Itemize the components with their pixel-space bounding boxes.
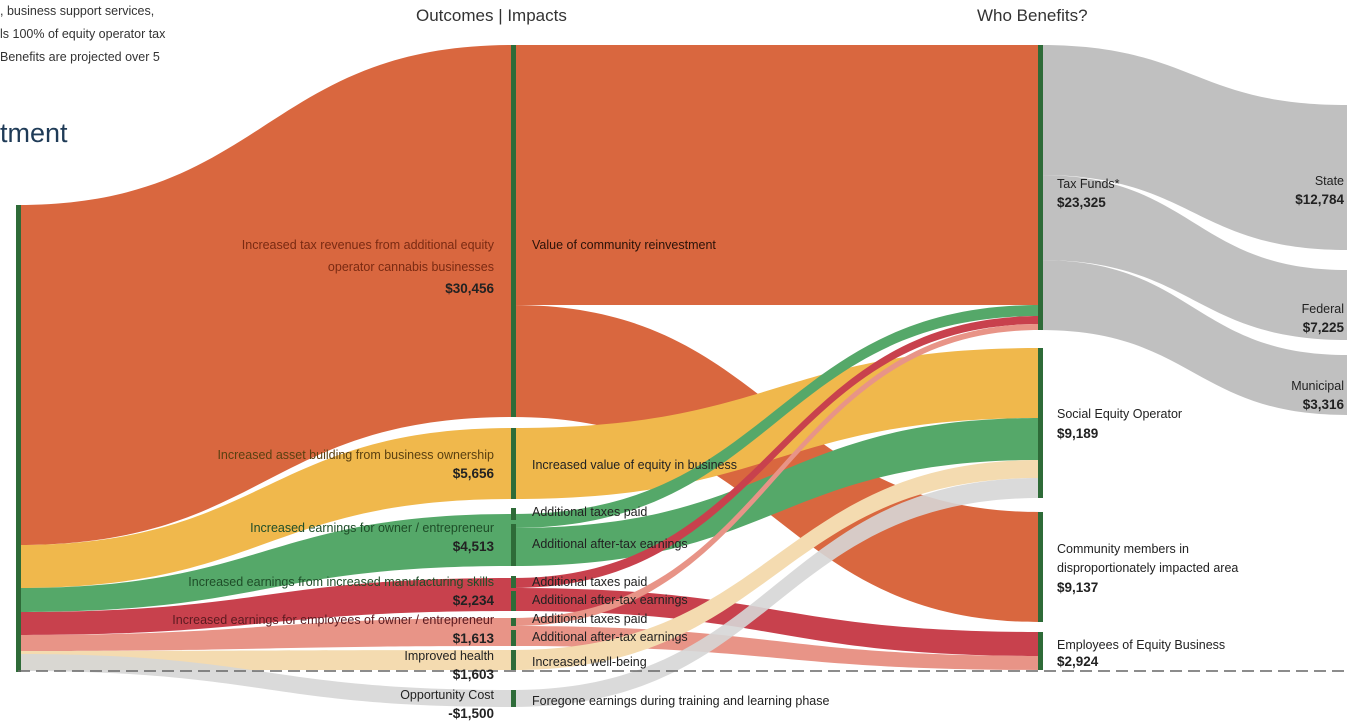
impact-label-manufacturing-aftertax: Additional after-tax earnings: [532, 593, 688, 607]
source-label-owner-earnings: Increased earnings for owner / entrepren…: [250, 521, 494, 535]
node-bar-community: [1038, 512, 1043, 622]
intro-text: , business support services, ls 100% of …: [0, 0, 165, 69]
beneficiary-label-operator: Social Equity Operator: [1057, 407, 1182, 421]
outcomes-header: Outcomes | Impacts: [416, 6, 567, 25]
page-heading: tment: [0, 118, 68, 148]
who-benefits-header: Who Benefits?: [977, 6, 1088, 25]
source-label-employee-earnings: Increased earnings for employees of owne…: [172, 613, 494, 627]
node-bar-wellbeing: [511, 650, 516, 670]
flow-tax-funds-to-federal: [1040, 175, 1347, 340]
impact-label-owner-taxes: Additional taxes paid: [532, 505, 647, 519]
beneficiary-label-community-2: disproportionately impacted area: [1057, 561, 1238, 575]
node-bar-manufacturing-aftertax: [511, 591, 516, 611]
source-label-opportunity-cost: Opportunity Cost: [400, 688, 494, 702]
source-value-asset-building: $5,656: [453, 466, 495, 481]
flow-asset-building-to-equity: [18, 428, 513, 588]
source-label-asset-building: Increased asset building from business o…: [217, 448, 494, 462]
source-label-tax-revenue: Increased tax revenues from additional e…: [242, 238, 495, 252]
node-bar-employees: [1038, 632, 1043, 670]
flow-employee-taxes-to-tax-funds: [513, 324, 1040, 626]
flow-owner-aftertax-to-operator: [513, 418, 1040, 566]
flow-tax-funds-to-state: [1040, 45, 1347, 250]
flow-wellbeing-to-operator: [513, 460, 1040, 670]
beneficiary-label-tax-funds: Tax Funds*: [1057, 177, 1120, 191]
beneficiary-label-community: Community members in: [1057, 542, 1189, 556]
flow-reinvestment-to-community: [513, 305, 1040, 622]
tax-value-state: $12,784: [1295, 192, 1344, 207]
tax-label-federal: Federal: [1302, 302, 1344, 316]
flow-employee-earnings-to-impacts: [18, 618, 513, 651]
node-bar-employee-aftertax: [511, 630, 516, 646]
intro-line: , business support services,: [0, 4, 155, 18]
node-bar-owner-taxes: [511, 508, 516, 520]
impact-label-employee-taxes: Additional taxes paid: [532, 612, 647, 626]
flow-opportunity-cost-to-foregone: [18, 654, 513, 707]
beneficiary-value-employees: $2,924: [1057, 654, 1099, 669]
flow-owner-taxes-to-tax-funds: [513, 305, 1040, 528]
source-value-health: $1,603: [453, 667, 495, 682]
tax-label-state: State: [1315, 174, 1344, 188]
impact-label-manufacturing-taxes: Additional taxes paid: [532, 575, 647, 589]
source-label-tax-revenue-2: operator cannabis businesses: [328, 260, 494, 274]
beneficiary-label-employees: Employees of Equity Business: [1057, 638, 1225, 652]
node-bar-owner-aftertax: [511, 524, 516, 566]
node-bar-manufacturing-taxes: [511, 576, 516, 588]
intro-line: Benefits are projected over 5: [0, 50, 160, 64]
node-bar-operator: [1038, 348, 1043, 498]
impact-label-owner-aftertax: Additional after-tax earnings: [532, 537, 688, 551]
node-bar-sources: [16, 205, 21, 672]
flow-reinvestment-to-tax-funds: [513, 45, 1040, 305]
node-bar-employee-taxes: [511, 618, 516, 626]
source-value-employee-earnings: $1,613: [453, 631, 495, 646]
tax-value-municipal: $3,316: [1303, 397, 1345, 412]
flow-foregone-to-operator: [513, 478, 1040, 707]
impact-label-equity: Increased value of equity in business: [532, 458, 737, 472]
beneficiary-value-community: $9,137: [1057, 580, 1098, 595]
flow-manufacturing-aftertax-to-employees: [513, 588, 1040, 656]
impact-label-reinvestment: Value of community reinvestment: [532, 238, 716, 252]
source-value-owner-earnings: $4,513: [453, 539, 495, 554]
impact-label-wellbeing: Increased well-being: [532, 655, 647, 669]
node-bar-tax-funds: [1038, 45, 1043, 330]
tax-value-federal: $7,225: [1303, 320, 1345, 335]
source-label-health: Improved health: [404, 649, 494, 663]
beneficiary-value-operator: $9,189: [1057, 426, 1098, 441]
source-value-tax-revenue: $30,456: [445, 281, 494, 296]
source-value-opportunity-cost: -$1,500: [448, 706, 494, 721]
node-bar-equity: [511, 428, 516, 499]
intro-line: ls 100% of equity operator tax: [0, 27, 166, 41]
flow-equity-to-operator: [513, 348, 1040, 499]
impact-label-employee-aftertax: Additional after-tax earnings: [532, 630, 688, 644]
flow-tax-funds-to-municipal: [1040, 260, 1347, 415]
impact-label-foregone: Foregone earnings during training and le…: [532, 694, 829, 708]
tax-label-municipal: Municipal: [1291, 379, 1344, 393]
flow-tax-revenue-to-reinvestment: [18, 45, 513, 545]
beneficiary-value-tax-funds: $23,325: [1057, 195, 1106, 210]
node-bar-reinvestment: [511, 45, 516, 417]
flow-manufacturing-taxes-to-tax-funds: [513, 316, 1040, 588]
flow-manufacturing-to-impacts: [18, 578, 513, 635]
source-value-manufacturing: $2,234: [453, 593, 495, 608]
node-bar-foregone: [511, 690, 516, 707]
source-label-manufacturing: Increased earnings from increased manufa…: [188, 575, 494, 589]
flow-owner-earnings-to-impacts: [18, 514, 513, 612]
